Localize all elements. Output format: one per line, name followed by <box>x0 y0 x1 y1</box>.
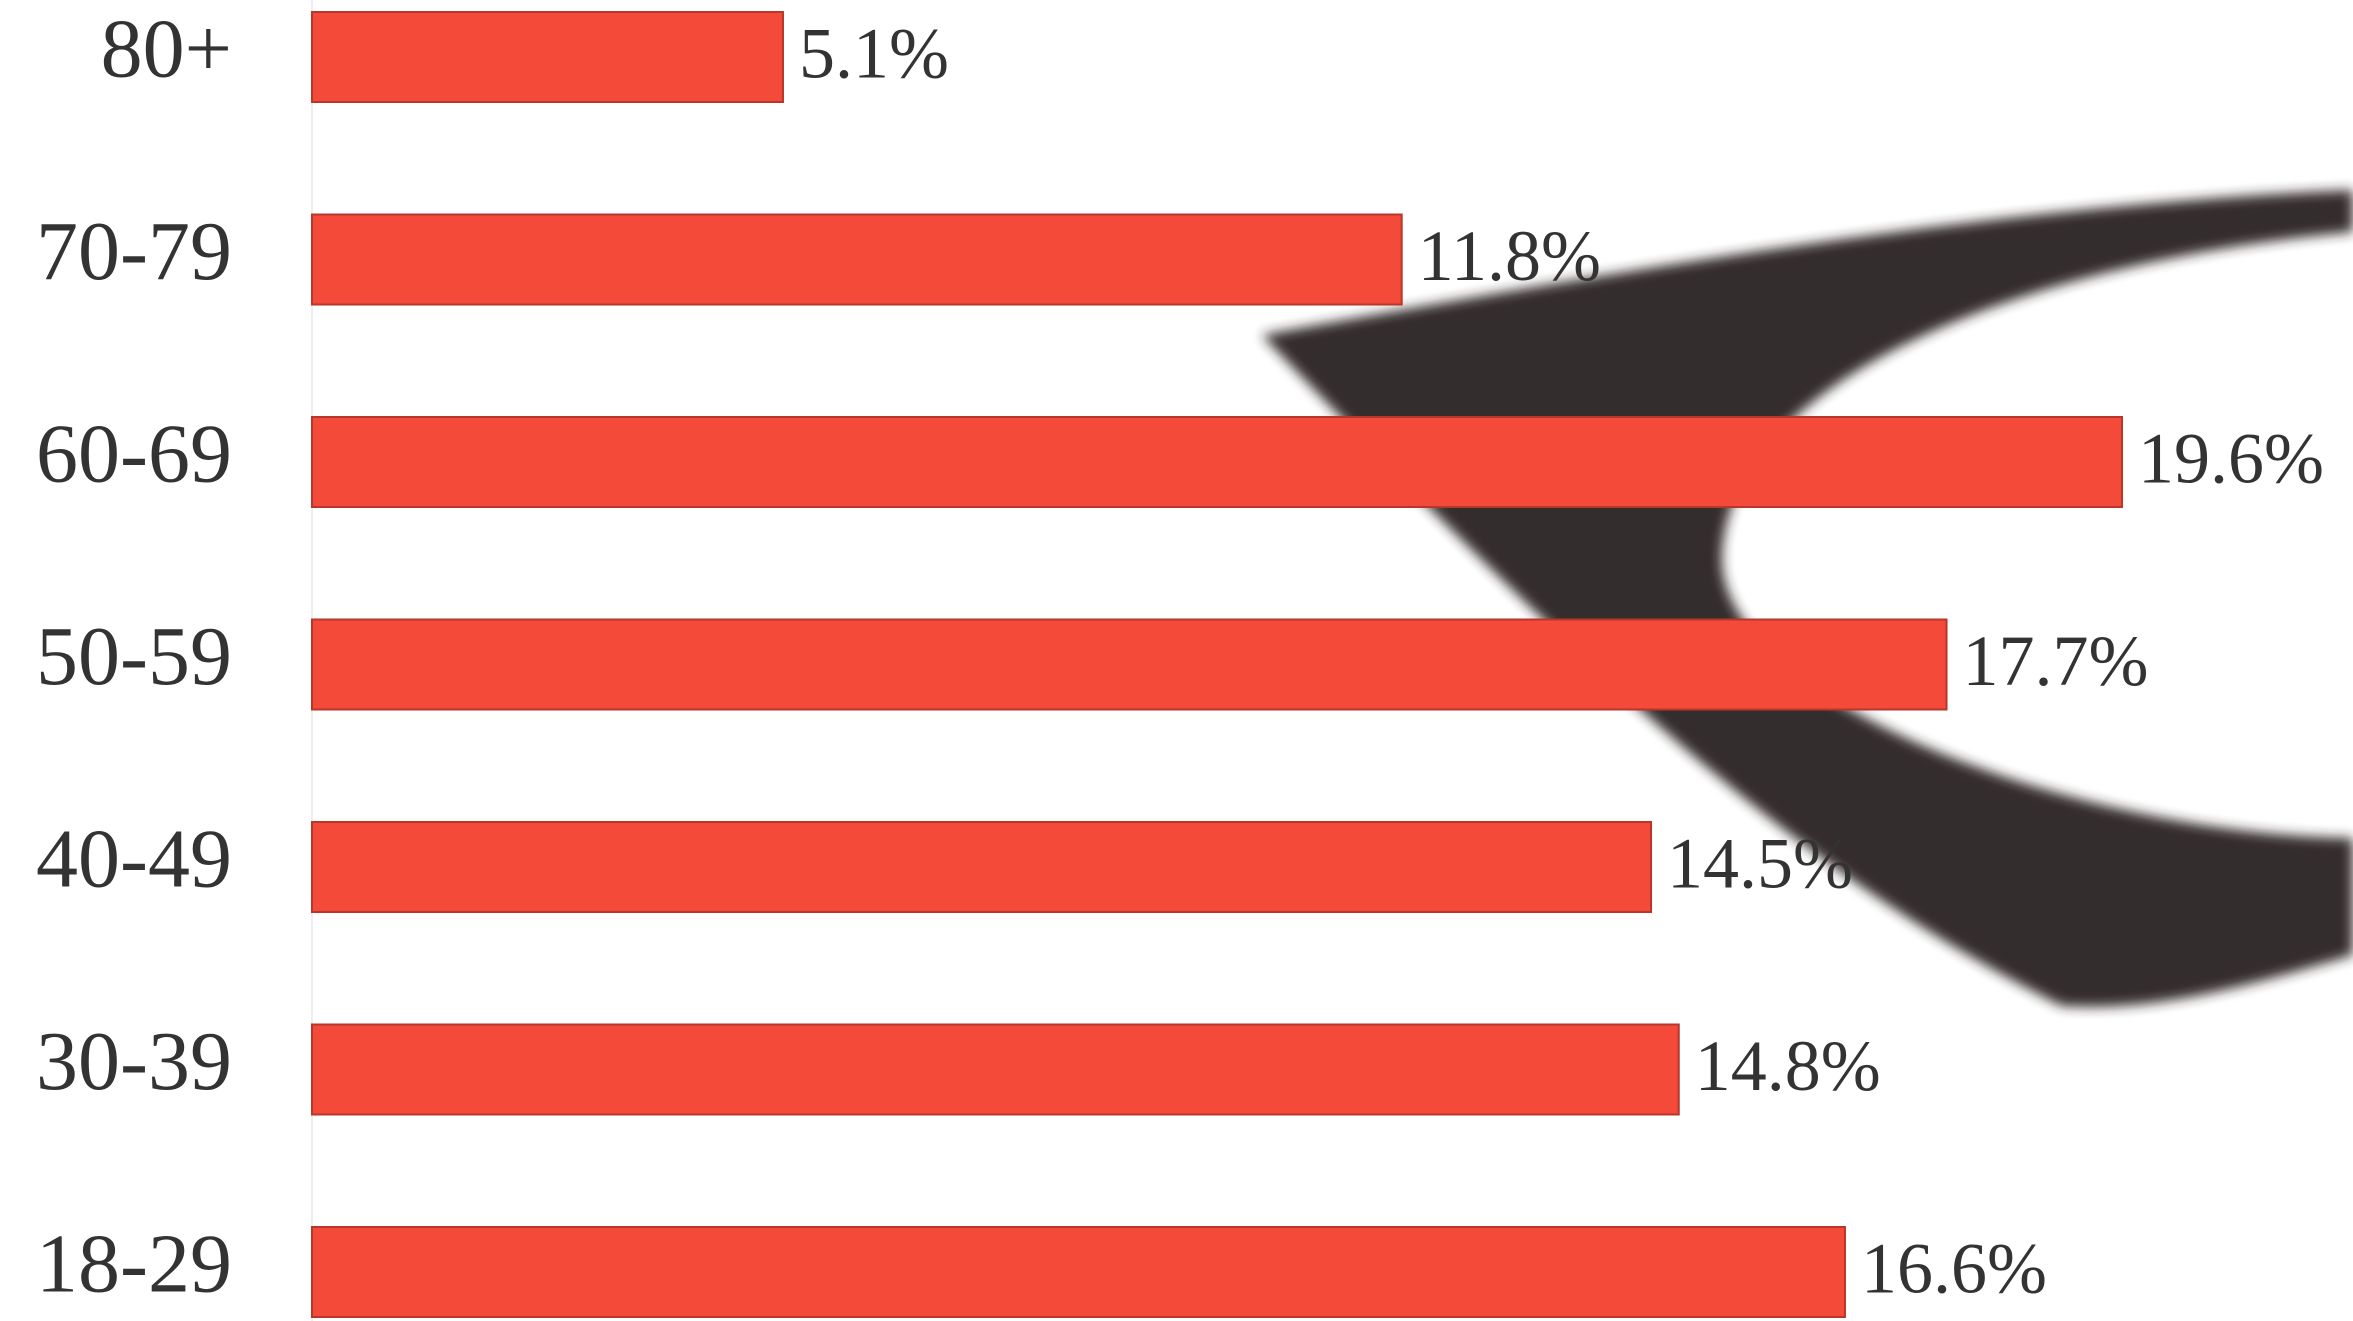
value-label: 5.1% <box>799 14 949 94</box>
value-label: 14.5% <box>1667 824 1853 904</box>
category-label: 40-49 <box>36 812 232 905</box>
value-label: 11.8% <box>1418 216 1601 296</box>
bar <box>311 11 784 103</box>
category-label: 80+ <box>101 2 232 95</box>
category-label: 70-79 <box>36 205 232 298</box>
bar <box>311 1023 1680 1116</box>
category-label: 60-69 <box>36 407 232 500</box>
bar <box>311 821 1653 913</box>
bar <box>311 416 2123 508</box>
value-label: 19.6% <box>2138 419 2324 499</box>
value-label: 17.7% <box>1963 621 2149 701</box>
value-label: 16.6% <box>1861 1229 2047 1309</box>
category-label: 18-29 <box>36 1217 232 1310</box>
background-swoosh <box>1262 190 2353 1007</box>
value-label: 14.8% <box>1695 1026 1881 1106</box>
bar <box>311 213 1403 306</box>
bar <box>311 1226 1846 1318</box>
bar <box>311 618 1948 711</box>
category-label: 50-59 <box>36 610 232 703</box>
category-label: 30-39 <box>36 1015 232 1108</box>
